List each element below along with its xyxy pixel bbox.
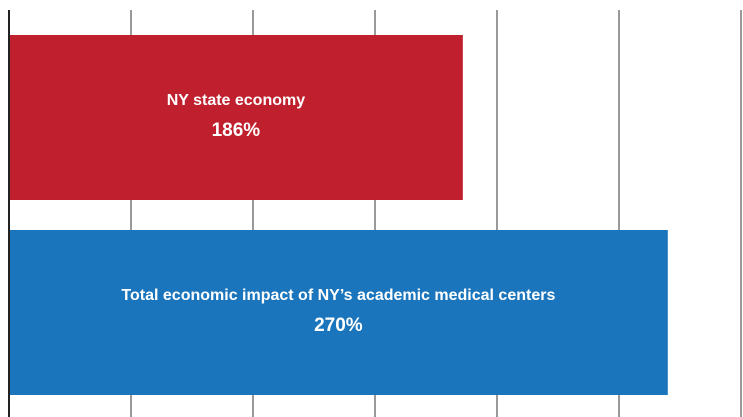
- bar: [9, 230, 668, 395]
- bar-category-label: Total economic impact of NY’s academic m…: [121, 287, 555, 304]
- bar: [9, 35, 463, 200]
- bar-value-label: 270%: [314, 315, 363, 336]
- bar-category-label: NY state economy: [167, 92, 306, 109]
- bar-value-label: 186%: [212, 120, 261, 141]
